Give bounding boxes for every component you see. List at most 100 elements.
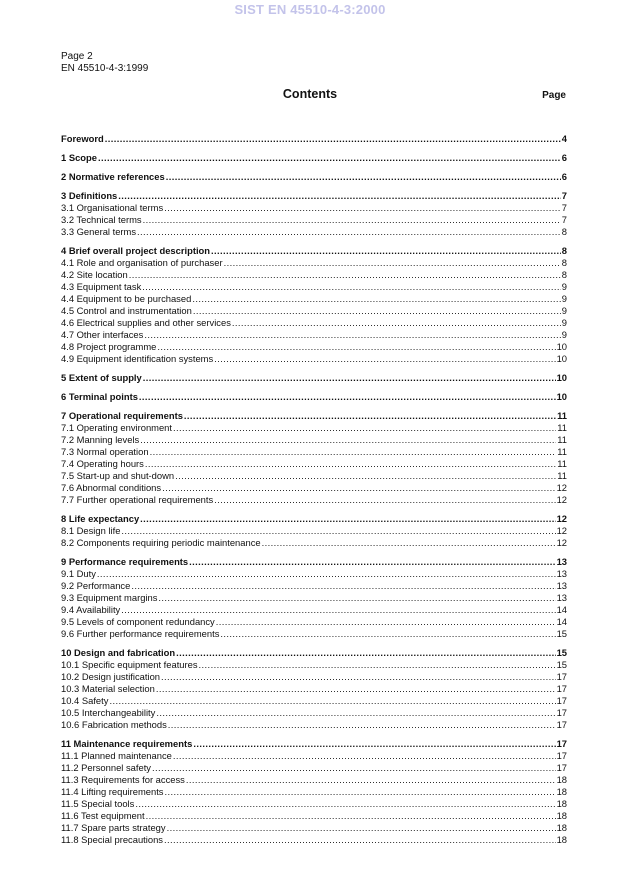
toc-subsection-entry[interactable]: 7.4 Operating hours 11 (61, 458, 567, 470)
toc-section-entry[interactable]: 1 Scope 6 (61, 152, 567, 164)
dot-leader (97, 568, 556, 580)
toc-entry-title: 4.2 Site location (61, 269, 128, 280)
toc-subsection-entry[interactable]: 9.5 Levels of component redundancy 14 (61, 616, 567, 628)
toc-subsection-entry[interactable]: 10.1 Specific equipment features 15 (61, 659, 567, 671)
toc-entry-title: 9.1 Duty (61, 568, 96, 579)
toc-subsection-entry[interactable]: 10.2 Design justification 17 (61, 671, 567, 683)
toc-entry-title: 7.3 Normal operation (61, 446, 149, 457)
toc-subsection-entry[interactable]: 11.2 Personnel safety 17 (61, 762, 567, 774)
toc-section: 4 Brief overall project description84.1 … (61, 245, 567, 365)
toc-subsection-entry[interactable]: 3.3 General terms 8 (61, 226, 567, 238)
toc-entry-page: 15 (556, 647, 567, 658)
dot-leader (142, 281, 561, 293)
toc-section-entry[interactable]: 8 Life expectancy 12 (61, 513, 567, 525)
toc-entry-page: 11 (557, 422, 567, 433)
toc-subsection-entry[interactable]: 11.3 Requirements for access 18 (61, 774, 567, 786)
toc-entry-page: 11 (557, 446, 567, 457)
toc-subsection-entry[interactable]: 3.2 Technical terms 7 (61, 214, 567, 226)
dot-leader (121, 604, 555, 616)
toc-section: 11 Maintenance requirements1711.1 Planne… (61, 738, 567, 846)
toc-entry-page: 7 (561, 202, 567, 213)
toc-subsection-entry[interactable]: 9.3 Equipment margins 13 (61, 592, 567, 604)
toc-entry-page: 17 (556, 719, 567, 730)
toc-subsection-entry[interactable]: 11.5 Special tools 18 (61, 798, 567, 810)
toc-entry-title: 11.2 Personnel safety (61, 762, 151, 773)
toc-entry-page: 18 (556, 774, 567, 785)
toc-subsection-entry[interactable]: 7.5 Start-up and shut-down 11 (61, 470, 567, 482)
toc-section-entry[interactable]: Foreword 4 (61, 133, 567, 145)
toc-entry-page: 10 (556, 353, 567, 364)
toc-subsection-entry[interactable]: 7.6 Abnormal conditions 12 (61, 482, 567, 494)
toc-entry-title: 4.1 Role and organisation of purchaser (61, 257, 223, 268)
toc-entry-title: 11.3 Requirements for access (61, 774, 185, 785)
toc-subsection-entry[interactable]: 10.3 Material selection 17 (61, 683, 567, 695)
toc-subsection-entry[interactable]: 7.7 Further operational requirements 12 (61, 494, 567, 506)
document-id: EN 45510-4-3:1999 (61, 63, 149, 74)
toc-entry-title: 4 Brief overall project description (61, 245, 211, 256)
toc-subsection-entry[interactable]: 7.1 Operating environment 11 (61, 422, 567, 434)
toc-section: 2 Normative references 6 (61, 171, 567, 183)
toc-section-entry[interactable]: 3 Definitions 7 (61, 190, 567, 202)
toc-subsection-entry[interactable]: 7.3 Normal operation 11 (61, 446, 567, 458)
toc-section-entry[interactable]: 4 Brief overall project description 8 (61, 245, 567, 257)
toc-section-entry[interactable]: 11 Maintenance requirements 17 (61, 738, 567, 750)
dot-leader (175, 470, 556, 482)
toc-subsection-entry[interactable]: 8.1 Design life 12 (61, 525, 567, 537)
toc-subsection-entry[interactable]: 9.1 Duty 13 (61, 568, 567, 580)
toc-entry-page: 11 (557, 470, 567, 481)
toc-subsection-entry[interactable]: 4.8 Project programme 10 (61, 341, 567, 353)
toc-subsection-entry[interactable]: 3.1 Organisational terms 7 (61, 202, 567, 214)
toc-subsection-entry[interactable]: 11.1 Planned maintenance 17 (61, 750, 567, 762)
dot-leader (189, 556, 555, 568)
toc-entry-page: 8 (561, 269, 567, 280)
toc-subsection-entry[interactable]: 4.2 Site location 8 (61, 269, 567, 281)
toc-entry-title: 3.3 General terms (61, 226, 137, 237)
toc-subsection-entry[interactable]: 11.6 Test equipment 18 (61, 810, 567, 822)
toc-subsection-entry[interactable]: 9.6 Further performance requirements 15 (61, 628, 567, 640)
toc-subsection-entry[interactable]: 8.2 Components requiring periodic mainte… (61, 537, 567, 549)
dot-leader (262, 537, 556, 549)
toc-subsection-entry[interactable]: 9.2 Performance 13 (61, 580, 567, 592)
toc-subsection-entry[interactable]: 10.4 Safety 17 (61, 695, 567, 707)
toc-entry-title: 7.7 Further operational requirements (61, 494, 214, 505)
toc-entry-title: 9.6 Further performance requirements (61, 628, 220, 639)
toc-section-entry[interactable]: 6 Terminal points 10 (61, 391, 567, 403)
dot-leader (146, 810, 556, 822)
toc-subsection-entry[interactable]: 11.4 Lifting requirements 18 (61, 786, 567, 798)
dot-leader (162, 482, 556, 494)
toc-subsection-entry[interactable]: 11.8 Special precautions 18 (61, 834, 567, 846)
toc-subsection-entry[interactable]: 4.9 Equipment identification systems 10 (61, 353, 567, 365)
dot-leader (140, 434, 556, 446)
toc-subsection-entry[interactable]: 4.7 Other interfaces 9 (61, 329, 567, 341)
toc-entry-title: 4.5 Control and instrumentation (61, 305, 192, 316)
toc-subsection-entry[interactable]: 4.4 Equipment to be purchased 9 (61, 293, 567, 305)
toc-entry-page: 17 (556, 695, 567, 706)
dot-leader (192, 293, 560, 305)
toc-section-entry[interactable]: 5 Extent of supply 10 (61, 372, 567, 384)
toc-entry-title: 10.1 Specific equipment features (61, 659, 198, 670)
toc-subsection-entry[interactable]: 11.7 Spare parts strategy 18 (61, 822, 567, 834)
toc-subsection-entry[interactable]: 4.1 Role and organisation of purchaser 8 (61, 257, 567, 269)
toc-subsection-entry[interactable]: 10.5 Interchangeability 17 (61, 707, 567, 719)
toc-section-entry[interactable]: 2 Normative references 6 (61, 171, 567, 183)
toc-section-entry[interactable]: 7 Operational requirements 11 (61, 410, 567, 422)
toc-entry-title: 11.1 Planned maintenance (61, 750, 172, 761)
toc-subsection-entry[interactable]: 7.2 Manning levels 11 (61, 434, 567, 446)
toc-entry-page: 12 (556, 494, 567, 505)
toc-entry-title: 9.4 Availability (61, 604, 121, 615)
toc-subsection-entry[interactable]: 4.6 Electrical supplies and other servic… (61, 317, 567, 329)
toc-entry-title: 11.8 Special precautions (61, 834, 163, 845)
toc-section-entry[interactable]: 10 Design and fabrication 15 (61, 647, 567, 659)
toc-entry-page: 4 (561, 133, 567, 144)
dot-leader (109, 695, 555, 707)
dot-leader (131, 580, 555, 592)
toc-subsection-entry[interactable]: 4.3 Equipment task 9 (61, 281, 567, 293)
toc-section: Foreword 4 (61, 133, 567, 145)
toc-subsection-entry[interactable]: 4.5 Control and instrumentation 9 (61, 305, 567, 317)
toc-subsection-entry[interactable]: 9.4 Availability 14 (61, 604, 567, 616)
toc-subsection-entry[interactable]: 10.6 Fabrication methods 17 (61, 719, 567, 731)
dot-leader (184, 410, 556, 422)
dot-leader (214, 494, 555, 506)
toc-entry-page: 18 (556, 786, 567, 797)
toc-section-entry[interactable]: 9 Performance requirements 13 (61, 556, 567, 568)
